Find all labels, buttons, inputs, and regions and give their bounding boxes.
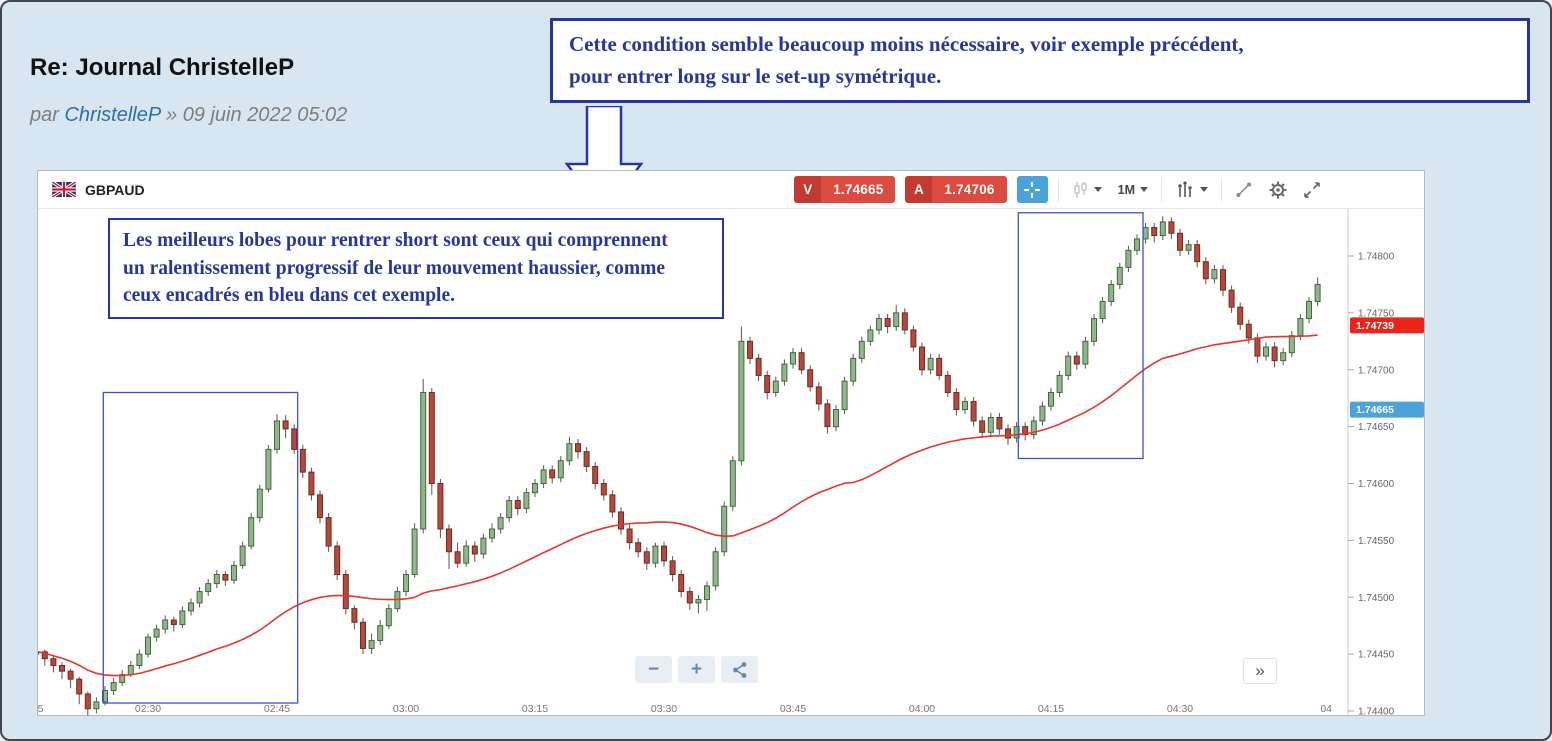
chevron-down-icon [1140, 187, 1148, 192]
price-tag [1350, 401, 1424, 418]
time-tick-label: 04:15 [1038, 703, 1064, 715]
drawing-tools-button[interactable] [1232, 179, 1256, 201]
time-tick-label: 04:00 [909, 703, 935, 715]
price-tick-label: 1.74600 [1358, 479, 1395, 490]
crosshair-icon [1024, 181, 1041, 198]
time-tick-label: 02:30 [135, 703, 161, 715]
sell-side-label: V [794, 176, 822, 203]
zoom-out-button[interactable]: − [635, 656, 672, 683]
indicators-icon [1178, 181, 1192, 197]
candlestick-series [38, 216, 1321, 716]
moving-average-line [38, 334, 1318, 677]
zoom-controls: − + [635, 656, 758, 683]
callout-chart-line: Les meilleurs lobes pour rentrer short s… [123, 230, 668, 251]
toolbar-divider [1161, 177, 1162, 202]
crosshair-button[interactable] [1016, 176, 1048, 203]
price-tick-label: 1.74750 [1358, 308, 1395, 319]
time-tick-label: 03:15 [522, 703, 548, 715]
settings-button[interactable] [1266, 179, 1290, 201]
time-tick-label: 5 [38, 703, 44, 715]
time-tick-label: 04:30 [1167, 703, 1193, 715]
timeframe-dropdown[interactable]: 1M [1115, 181, 1151, 199]
candlestick-type-icon [1074, 181, 1087, 198]
time-tick-label: 03:30 [651, 703, 677, 715]
indicators-dropdown[interactable] [1172, 179, 1211, 201]
post-date: 09 juin 2022 05:02 [182, 104, 348, 126]
annotation-callout-chart: Les meilleurs lobes pour rentrer short s… [108, 218, 724, 320]
share-icon [733, 661, 747, 678]
price-tick-label: 1.74550 [1358, 536, 1395, 547]
price-tag-label: 1.74739 [1356, 320, 1394, 332]
price-tick-label: 1.74700 [1358, 365, 1395, 376]
highlight-box [1017, 212, 1144, 460]
time-tick-label: 03:00 [393, 703, 419, 715]
price-tick-label: 1.74450 [1358, 650, 1395, 661]
toolbar-divider [1057, 177, 1059, 202]
annotation-callout-top: Cette condition semble beaucoup moins né… [550, 18, 1530, 103]
author-link[interactable]: ChristelleP [64, 104, 161, 126]
sell-button[interactable]: V 1.74665 [794, 176, 896, 203]
expand-icon [1304, 181, 1320, 198]
chevron-down-icon [1093, 187, 1102, 192]
trading-chart-panel: GBPAUD V 1.74665 A 1.74706 [37, 170, 1426, 717]
share-button[interactable] [721, 656, 758, 683]
price-tag [1350, 317, 1424, 334]
buy-side-label: A [905, 176, 933, 203]
collapse-panel-button[interactable]: » [1243, 658, 1277, 684]
post-byline: par ChristelleP » 09 juin 2022 05:02 [30, 104, 347, 127]
post-title: Re: Journal ChristelleP [30, 54, 295, 81]
time-tick-label: 02:45 [264, 703, 290, 715]
symbol-label: GBPAUD [85, 181, 145, 198]
callout-top-line: pour entrer long sur le set-up symétriqu… [569, 63, 942, 88]
price-tick-label: 1.74800 [1358, 252, 1395, 263]
chart-plot-area: 1.74800 1.74750 1.74700 1.74650 1.74600 1.745… [38, 209, 1426, 717]
time-tick-label: 03:45 [780, 703, 806, 715]
time-tick-label: 04 [1320, 703, 1332, 715]
callout-chart-line: ceux encadrés en bleu dans cet exemple. [123, 285, 455, 307]
price-tick-label: 1.74650 [1358, 422, 1395, 433]
price-tick-label: 1.74400 [1358, 707, 1395, 718]
gear-icon [1269, 181, 1287, 198]
buy-button[interactable]: A 1.74706 [905, 176, 1007, 203]
chart-toolbar: GBPAUD V 1.74665 A 1.74706 [38, 171, 1424, 209]
chevron-down-icon [1200, 187, 1208, 192]
timeframe-label: 1M [1117, 182, 1135, 197]
trendline-icon [1236, 182, 1251, 197]
byline-separator: » [166, 104, 178, 126]
sell-price: 1.74665 [821, 176, 896, 203]
candlestick-chart[interactable]: 1.74800 1.74750 1.74700 1.74650 1.74600 1.745… [38, 209, 1426, 717]
highlight-box [102, 391, 299, 704]
fullscreen-button[interactable] [1300, 179, 1324, 201]
zoom-in-button[interactable]: + [678, 656, 715, 683]
toolbar-divider [1221, 177, 1222, 202]
callout-chart-line: un ralentissement progressif de leur mou… [123, 257, 665, 279]
chart-type-dropdown[interactable] [1069, 179, 1105, 201]
buy-price: 1.74706 [932, 176, 1007, 203]
price-tick-label: 1.74500 [1358, 593, 1395, 604]
price-tag-label: 1.74665 [1356, 404, 1394, 416]
callout-top-line: Cette condition semble beaucoup moins né… [569, 32, 1244, 56]
byline-prefix: par [30, 104, 59, 126]
gbpaud-flag-icon [52, 182, 76, 197]
